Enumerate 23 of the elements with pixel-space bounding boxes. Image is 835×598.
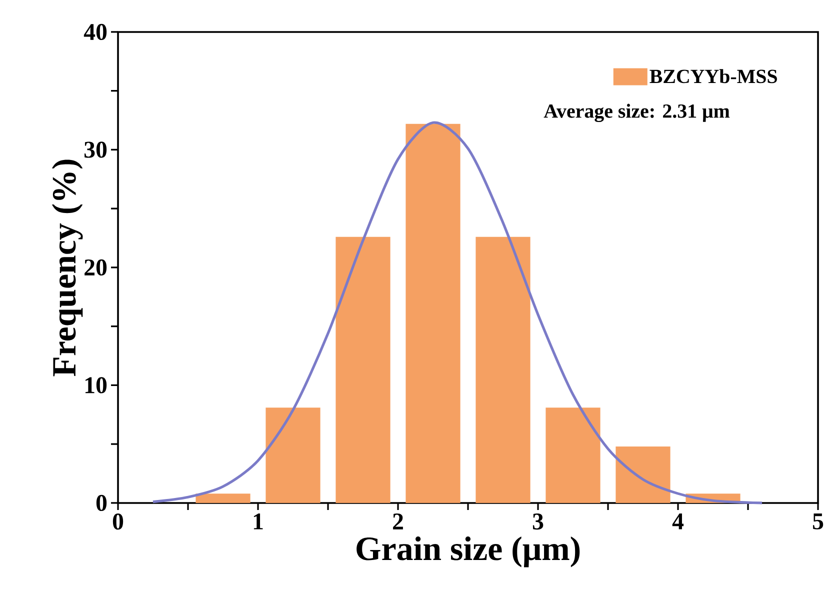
x-tick-label: 1: [254, 514, 263, 530]
y-tick-label: 0: [96, 494, 107, 512]
annotation: Average size: 2.31 μm: [544, 104, 730, 122]
x-axis-title: Grain size (μm): [356, 536, 580, 568]
bar: [546, 408, 600, 503]
bar: [616, 446, 670, 503]
bar: [476, 236, 530, 503]
x-tick-label: 4: [672, 514, 684, 530]
legend-label: BZCYYb-MSS: [650, 69, 777, 84]
bar: [196, 494, 250, 503]
x-tick-label: 3: [532, 514, 544, 530]
y-axis-title: Frequency (%): [52, 160, 83, 376]
x-tick-label: 0: [112, 514, 124, 530]
y-tick-label: 40: [84, 24, 107, 40]
x-tick-label: 2: [393, 514, 403, 530]
y-tick-label: 20: [84, 259, 107, 276]
bar: [266, 408, 320, 503]
bar: [336, 236, 390, 503]
y-tick-label: 10: [86, 377, 107, 394]
x-tick-label: 5: [812, 514, 824, 530]
line-series: [152, 121, 764, 504]
y-tick-label: 30: [84, 142, 107, 158]
bar: [406, 124, 460, 503]
